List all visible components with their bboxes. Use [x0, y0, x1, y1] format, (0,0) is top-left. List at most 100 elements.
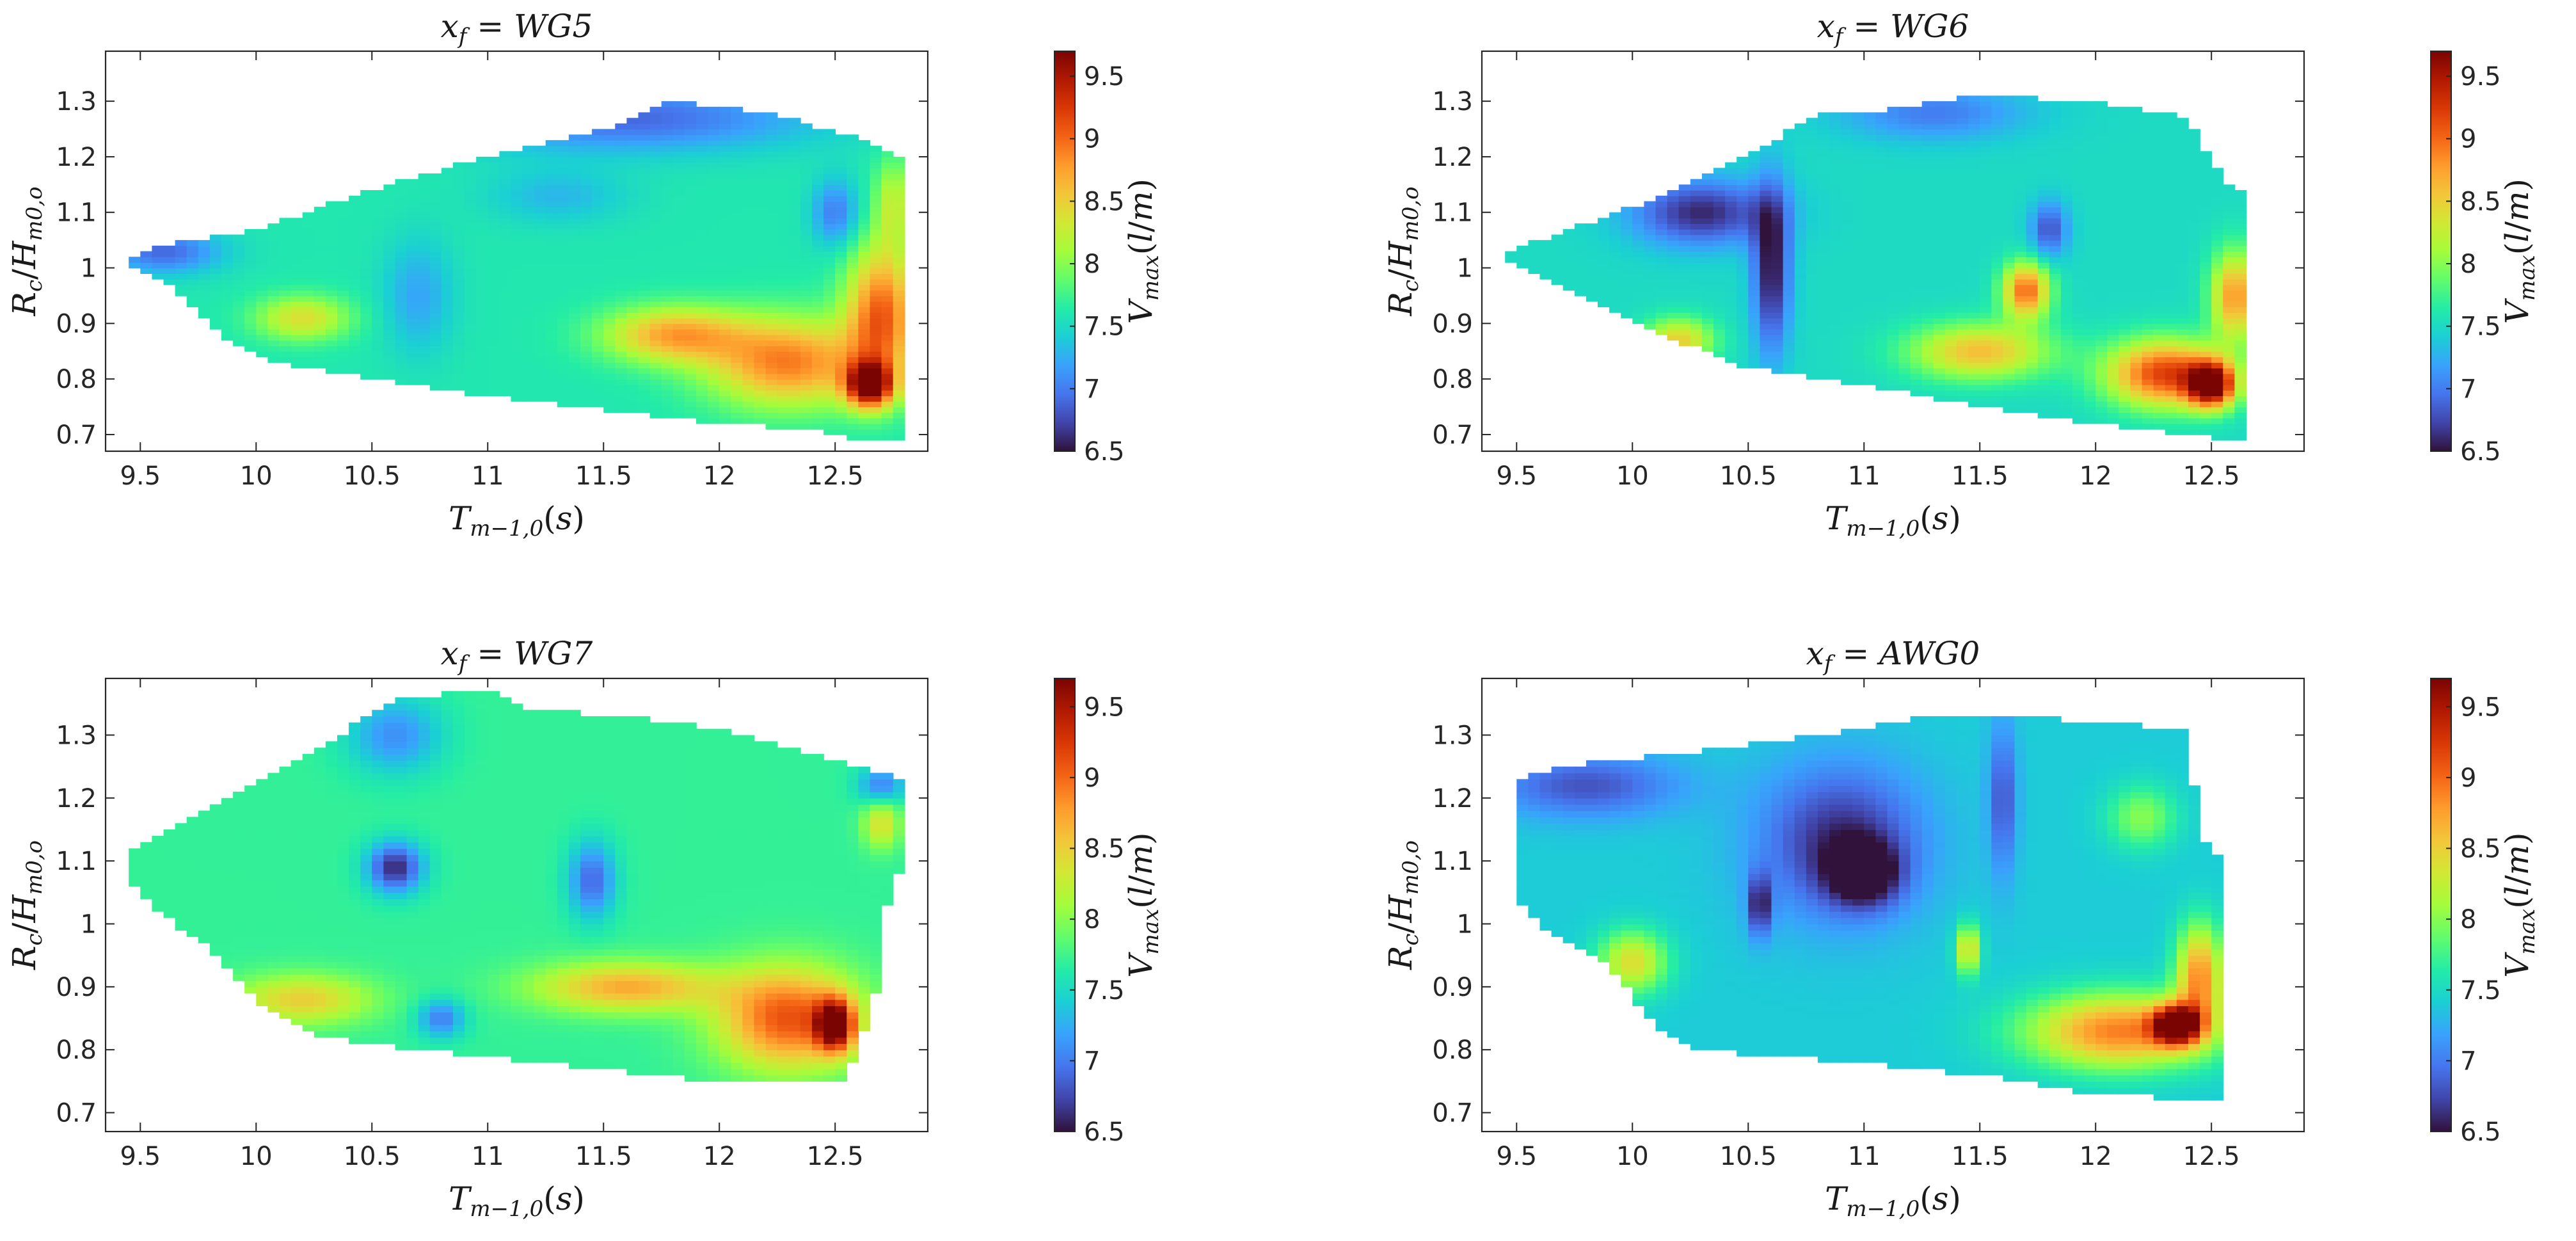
heatmap-cell: [696, 145, 708, 152]
heatmap-cell: [1609, 228, 1621, 236]
heatmap-cell: [209, 257, 222, 263]
heatmap-cell: [893, 329, 905, 335]
heatmap-cell: [1760, 218, 1772, 224]
heatmap-cell: [314, 295, 326, 302]
heatmap-cell: [870, 334, 882, 341]
heatmap-cell: [2060, 112, 2073, 118]
heatmap-cell: [835, 240, 848, 246]
heatmap-cell: [847, 162, 859, 169]
heatmap-cell: [754, 173, 767, 180]
heatmap-cell: [441, 240, 454, 246]
heatmap-cell: [696, 234, 708, 241]
heatmap-cell: [557, 346, 569, 352]
heatmap-cell: [2072, 406, 2085, 413]
heatmap-cell: [1586, 278, 1598, 285]
heatmap-cell: [2084, 362, 2096, 369]
heatmap-cell: [372, 312, 385, 319]
heatmap-cell: [2107, 290, 2120, 296]
heatmap-cell: [476, 257, 489, 263]
heatmap-cell: [453, 351, 465, 358]
heatmap-cell: [1760, 362, 1772, 369]
heatmap-cell: [580, 168, 592, 174]
heatmap-cell: [2084, 251, 2096, 257]
heatmap-cell: [476, 340, 489, 346]
heatmap-cell: [1875, 140, 1888, 147]
heatmap-cell: [1980, 201, 1992, 207]
heatmap-cell: [383, 251, 396, 257]
heatmap-cell: [568, 218, 581, 224]
heatmap-cell: [1760, 323, 1772, 330]
heatmap-cell: [765, 151, 778, 157]
heatmap-cell: [429, 317, 442, 324]
heatmap-cell: [1528, 245, 1541, 252]
heatmap-cell: [649, 106, 662, 113]
heatmap-cell: [395, 356, 408, 363]
heatmap-cell: [476, 173, 489, 180]
heatmap-cell: [1875, 307, 1888, 313]
heatmap-cell: [1875, 367, 1888, 374]
heatmap-cell: [1783, 151, 1795, 157]
heatmap-cell: [2014, 184, 2027, 191]
heatmap-cell: [708, 307, 720, 313]
heatmap-cell: [777, 334, 790, 341]
heatmap-cell: [615, 129, 628, 135]
heatmap-cell: [1980, 367, 1992, 374]
heatmap-cell: [1991, 384, 2004, 391]
heatmap-cell: [1771, 290, 1784, 296]
heatmap-cell: [2130, 190, 2143, 196]
heatmap-cell: [626, 151, 639, 157]
heatmap-cell: [1667, 273, 1680, 280]
heatmap-cell: [1898, 112, 1911, 118]
heatmap-cell: [881, 257, 894, 263]
heatmap-cell: [1609, 212, 1621, 219]
heatmap-cell: [1701, 307, 1714, 313]
heatmap-cell: [870, 362, 882, 369]
heatmap-cell: [672, 346, 685, 352]
heatmap-cell: [684, 284, 697, 291]
heatmap-cell: [1933, 390, 1946, 396]
heatmap-cell: [1864, 284, 1877, 291]
heatmap-cell: [441, 251, 454, 257]
heatmap-cell: [2014, 129, 2027, 135]
heatmap-cell: [1910, 268, 1923, 274]
heatmap-cell: [1864, 140, 1877, 147]
heatmap-cell: [557, 334, 569, 341]
heatmap-cell: [325, 340, 338, 346]
heatmap-cell: [2130, 140, 2143, 147]
heatmap-cell: [1794, 228, 1807, 236]
heatmap-cell: [1678, 190, 1691, 196]
heatmap-cell: [649, 290, 662, 296]
heatmap-cell: [2014, 245, 2027, 252]
heatmap-cell: [2003, 134, 2015, 141]
heatmap-cell: [672, 307, 685, 313]
heatmap-cell: [522, 329, 535, 335]
heatmap-cell: [1690, 340, 1703, 346]
heatmap-cell: [2014, 195, 2027, 202]
heatmap-cell: [2130, 346, 2143, 352]
heatmap-cell: [1957, 312, 1969, 319]
heatmap-cell: [1690, 323, 1703, 330]
heatmap-cell: [244, 312, 257, 319]
heatmap-cell: [1841, 367, 1853, 374]
heatmap-cell: [1841, 201, 1853, 207]
heatmap-cell: [661, 162, 674, 169]
heatmap-cell: [2037, 367, 2050, 374]
heatmap-cell: [557, 351, 569, 358]
heatmap-cell: [615, 301, 628, 308]
heatmap-cell: [672, 151, 685, 157]
heatmap-cell: [893, 301, 905, 308]
heatmap-cell: [1910, 312, 1923, 319]
heatmap-cell: [1852, 118, 1865, 124]
heatmap-cell: [325, 356, 338, 363]
heatmap-cell: [2003, 162, 2015, 169]
heatmap-cell: [2095, 268, 2108, 274]
heatmap-cell: [522, 145, 535, 152]
heatmap-cell: [661, 346, 674, 352]
heatmap-cell: [2014, 323, 2027, 330]
heatmap-cell: [696, 406, 708, 413]
heatmap-cell: [499, 251, 512, 257]
heatmap-cell: [893, 312, 905, 319]
heatmap-cell: [696, 190, 708, 196]
heatmap-cell: [1991, 145, 2004, 152]
heatmap-cell: [325, 346, 338, 352]
